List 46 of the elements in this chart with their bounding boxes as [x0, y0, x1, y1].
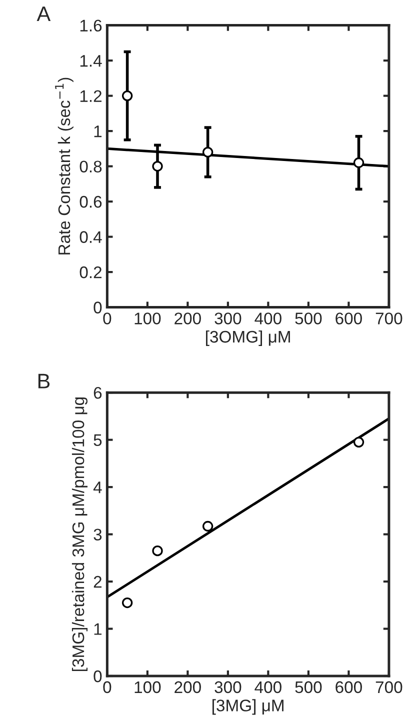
- y-tick-label: 1.6: [80, 20, 102, 32]
- y-tick-label: 1.2: [80, 90, 102, 102]
- text: B: [38, 374, 50, 388]
- y-tick-label: 1.4: [80, 55, 102, 67]
- y-tick-label: 3: [94, 528, 102, 540]
- y-tick-label: 6: [94, 386, 102, 399]
- point: [122, 597, 133, 608]
- x-tick-label: 600: [336, 312, 362, 324]
- y-tick-label: 2: [94, 576, 102, 588]
- x-tick-label: 100: [134, 681, 161, 694]
- x-tick-label: 200: [174, 681, 201, 694]
- point: [122, 90, 133, 102]
- x-axis-title: [3OMG] μM: [206, 330, 290, 346]
- y-tick-label: 4: [93, 482, 102, 494]
- x-tick-label: 300: [214, 681, 242, 694]
- x-tick-label: 200: [174, 312, 201, 324]
- x-tick-label: 600: [336, 681, 362, 694]
- x-tick-label: 700: [376, 312, 402, 324]
- x-tick-label: 0: [103, 312, 112, 324]
- y-tick-label: 1: [94, 623, 102, 635]
- point: [152, 160, 163, 172]
- y-axis-title: [3MG]/retained 3MG μM/pmol/100 μg: [72, 397, 88, 671]
- y-tick-label: 0.4: [80, 231, 102, 243]
- point: [152, 545, 163, 556]
- point: [353, 436, 364, 448]
- y-tick-label: 0.8: [80, 160, 102, 172]
- y-tick-label: 1: [94, 126, 102, 138]
- x-axis-title: [3MG] μM: [212, 699, 284, 715]
- x-tick-label: 500: [295, 681, 322, 694]
- y-tick-label: 0: [94, 302, 102, 314]
- y-tick-label: 0.6: [80, 196, 102, 208]
- y-axis-title: Rate Constant k (sec$^{−1}$): [55, 78, 74, 254]
- x-tick-label: 300: [214, 312, 242, 324]
- x-tick-label: 100: [134, 312, 161, 324]
- text: A: [36, 6, 51, 21]
- point: [353, 157, 364, 168]
- x-tick-label: 400: [254, 681, 282, 694]
- y-tick-label: 5: [94, 434, 102, 446]
- point: [202, 520, 214, 532]
- x-tick-label: 500: [295, 312, 322, 324]
- x-tick-label: 400: [254, 312, 282, 324]
- x-tick-label: 0: [103, 681, 112, 694]
- y-tick-label: 0: [94, 670, 102, 682]
- point: [202, 146, 214, 158]
- y-tick-label: 0.2: [80, 266, 102, 278]
- x-tick-label: 700: [376, 681, 402, 694]
